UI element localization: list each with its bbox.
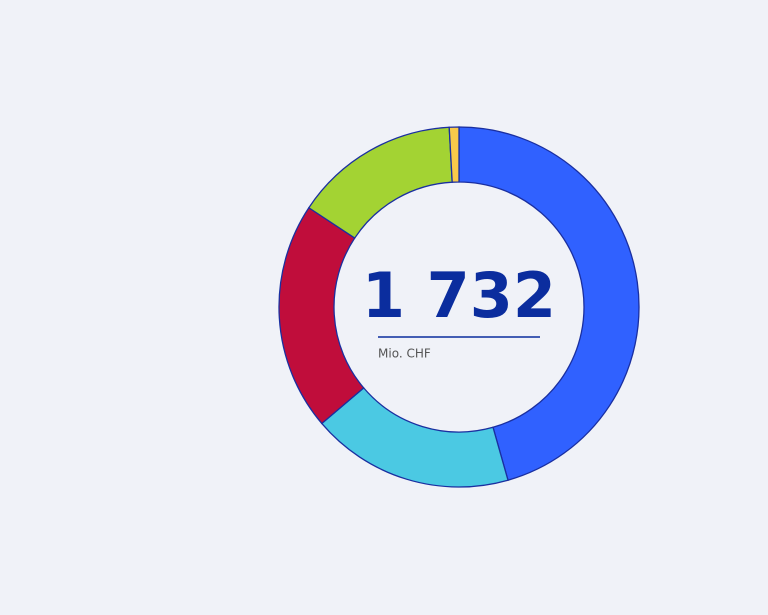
total: 1 732 xyxy=(362,259,556,332)
donut-segment xyxy=(448,126,460,183)
donut xyxy=(278,126,640,488)
unit-label: Mio. CHF xyxy=(378,347,431,361)
donut-segment xyxy=(458,126,640,482)
